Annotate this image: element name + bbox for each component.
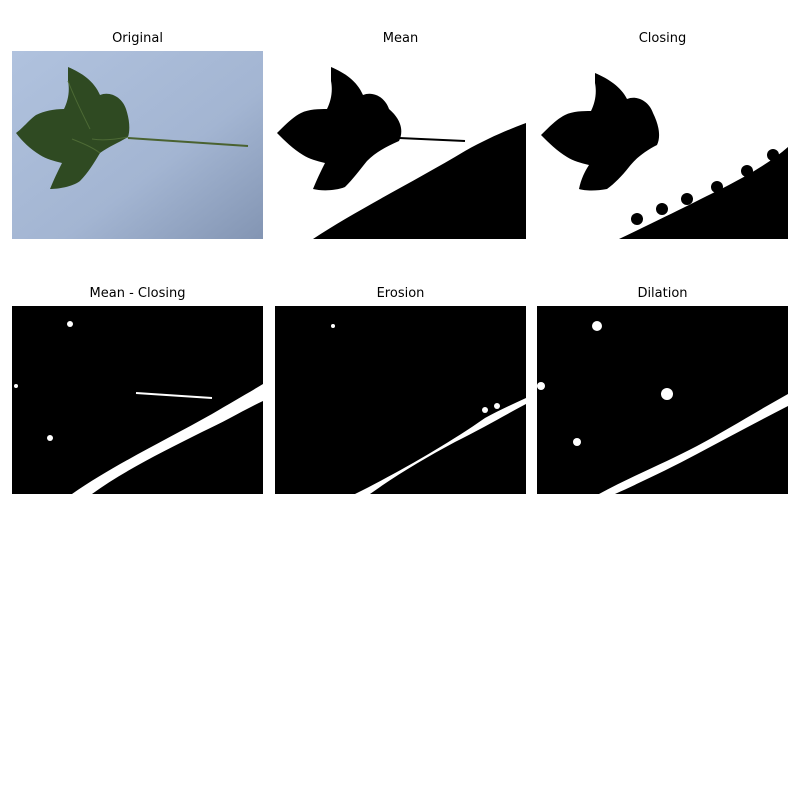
panel-erosion: Erosion [275, 286, 526, 494]
mean-mask [275, 51, 526, 239]
panel-title: Closing [638, 31, 687, 46]
panel-dilation: Dilation [537, 286, 788, 494]
closing-mask [537, 51, 788, 239]
panel-title: Mean - Closing [89, 286, 186, 301]
panel-title: Mean [382, 31, 419, 46]
mean-closing-mask [12, 306, 263, 494]
panel-original: Original [12, 31, 263, 239]
panel-title: Erosion [376, 286, 425, 301]
panel-title: Dilation [637, 286, 688, 301]
panel-title: Original [112, 31, 163, 46]
panel-mean: Mean [275, 31, 526, 239]
dilation-mask [537, 306, 788, 494]
panel-closing: Closing [537, 31, 788, 239]
erosion-mask [275, 306, 526, 494]
original-image [12, 51, 263, 239]
panel-mean-closing: Mean - Closing [12, 286, 263, 494]
